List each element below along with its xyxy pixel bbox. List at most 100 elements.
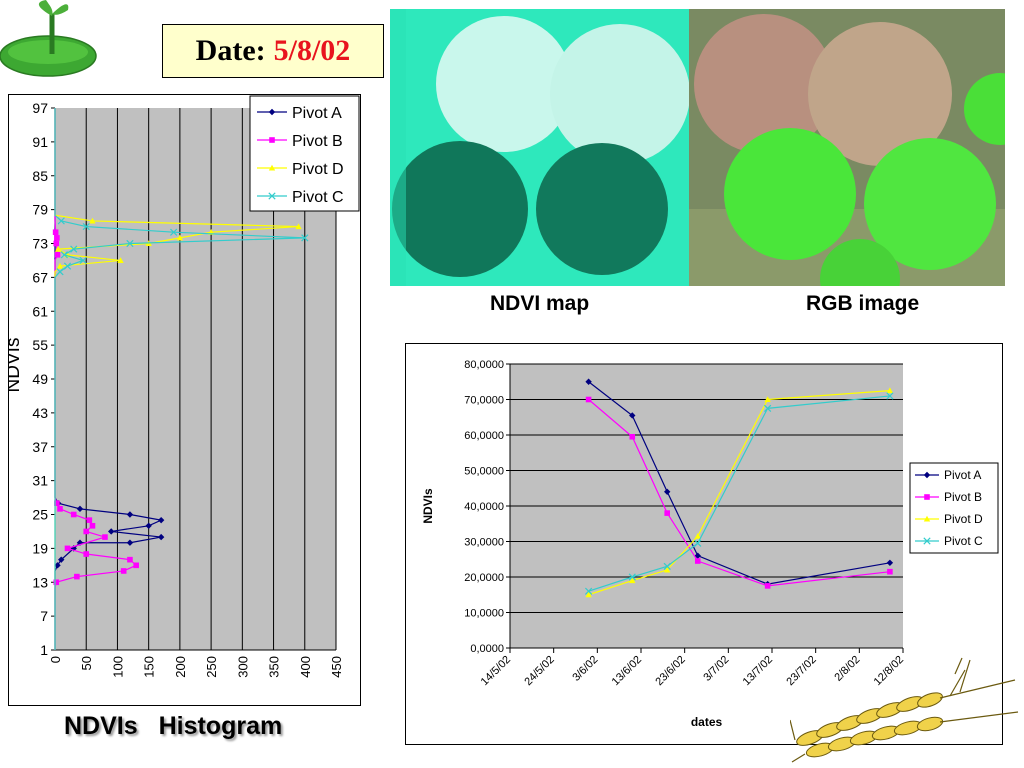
timeseries-legend-marker bbox=[923, 471, 931, 479]
histogram-data-point bbox=[126, 239, 134, 248]
timeseries-data-point bbox=[629, 577, 636, 584]
timeseries-data-point bbox=[694, 539, 702, 547]
histogram-data-point bbox=[83, 551, 90, 557]
histogram-legend-marker bbox=[268, 192, 276, 200]
histogram-x-tick-label: 400 bbox=[298, 656, 313, 678]
timeseries-legend-marker bbox=[923, 537, 931, 545]
histogram-y-tick-label: 19 bbox=[32, 540, 48, 556]
histogram-data-point bbox=[127, 556, 133, 563]
histogram-x-tick-label: 150 bbox=[142, 656, 157, 678]
histogram-y-tick-label: 67 bbox=[32, 269, 48, 285]
histogram-y-tick-label: 37 bbox=[32, 439, 48, 455]
histogram-data-point bbox=[60, 251, 68, 259]
ndvi-map-image bbox=[390, 9, 690, 286]
histogram-x-tick-label: 0 bbox=[48, 656, 63, 663]
timeseries-y-tick-label: 70,0000 bbox=[464, 395, 504, 407]
timeseries-data-point bbox=[694, 532, 701, 539]
date-box: Date: 5/8/02 bbox=[162, 24, 384, 78]
histogram-data-point bbox=[53, 579, 60, 586]
histogram-data-point bbox=[63, 262, 72, 270]
histogram-y-tick-label: 1 bbox=[40, 642, 48, 658]
timeseries-data-point bbox=[584, 587, 593, 595]
timeseries-legend: Pivot A Pivot B Pivot D Pivot C bbox=[909, 462, 999, 554]
histogram-data-point bbox=[54, 245, 62, 252]
histogram-data-point bbox=[89, 522, 96, 529]
histogram-y-tick-label: 49 bbox=[32, 371, 48, 387]
timeseries-data-point bbox=[887, 568, 893, 575]
histogram-data-point bbox=[57, 506, 63, 512]
date-value: 5/8/02 bbox=[273, 34, 351, 67]
timeseries-data-point bbox=[663, 562, 671, 570]
histogram-data-point bbox=[54, 251, 61, 258]
timeseries-y-tick-label: 20,0000 bbox=[464, 572, 504, 584]
ndvi-histogram-chart: 0 50 100 150 200 250 300 350 400 450 1 7 13 19 25 31 37 4… bbox=[8, 94, 361, 706]
histogram-legend-label: Pivot C bbox=[292, 189, 344, 206]
timeseries-legend-label: Pivot D bbox=[944, 512, 983, 526]
histogram-legend-marker bbox=[268, 108, 276, 116]
histogram-x-tick-label: 200 bbox=[173, 656, 188, 678]
timeseries-y-tick-label: 30,0000 bbox=[464, 537, 504, 549]
histogram-legend-label: Pivot A bbox=[292, 105, 342, 122]
histogram-data-point bbox=[56, 262, 64, 269]
timeseries-y-axis-label: NDVIs bbox=[421, 488, 435, 524]
histogram-data-point bbox=[54, 235, 60, 241]
histogram-data-point bbox=[301, 234, 309, 242]
timeseries-data-point bbox=[629, 433, 636, 440]
histogram-data-point bbox=[170, 228, 178, 236]
histogram-data-point bbox=[89, 217, 96, 224]
histogram-data-point bbox=[133, 562, 139, 569]
histogram-y-tick-label: 85 bbox=[32, 168, 48, 184]
histogram-x-tick-label: 100 bbox=[110, 656, 125, 678]
histogram-data-point bbox=[79, 256, 87, 265]
ndvi-timeseries-chart: 0,0000 10,0000 20,0000 30,0000 40,0000 50,000… bbox=[405, 343, 1003, 745]
satellite-images bbox=[390, 9, 1005, 286]
timeseries-y-tick-label: 0,0000 bbox=[470, 643, 504, 655]
histogram-y-tick-label: 31 bbox=[32, 473, 48, 489]
histogram-data-point bbox=[176, 234, 184, 241]
histogram-y-tick-label: 61 bbox=[32, 303, 48, 319]
histogram-data-point bbox=[52, 229, 59, 236]
histogram-legend: Pivot A Pivot B Pivot D Pivot C bbox=[249, 95, 360, 212]
timeseries-legend-label: Pivot A bbox=[944, 468, 981, 482]
timeseries-y-tick-label: 80,0000 bbox=[464, 359, 504, 371]
histogram-data-point bbox=[108, 528, 115, 535]
timeseries-series-line bbox=[588, 381, 891, 585]
histogram-data-point bbox=[54, 500, 60, 507]
timeseries-legend-label: Pivot C bbox=[944, 534, 983, 548]
timeseries-series-line bbox=[588, 395, 890, 592]
histogram-data-point bbox=[120, 568, 127, 574]
timeseries-data-point bbox=[886, 392, 894, 400]
histogram-data-point bbox=[76, 505, 84, 513]
histogram-y-tick-label: 97 bbox=[32, 100, 48, 116]
timeseries-legend-label: Pivot B bbox=[944, 490, 982, 504]
logo-icon bbox=[0, 0, 97, 77]
histogram-data-point bbox=[57, 217, 65, 225]
date-label: Date: bbox=[195, 34, 266, 67]
timeseries-data-point bbox=[628, 573, 636, 581]
histogram-x-tick-label: 450 bbox=[329, 656, 344, 678]
histogram-y-tick-label: 25 bbox=[32, 507, 48, 523]
histogram-data-point bbox=[70, 511, 77, 518]
timeseries-legend-marker bbox=[923, 515, 931, 522]
timeseries-data-point bbox=[585, 591, 592, 598]
rgb-image bbox=[689, 9, 1005, 286]
histogram-data-point bbox=[53, 240, 60, 247]
histogram-data-point bbox=[74, 573, 80, 580]
timeseries-y-tick-label: 50,0000 bbox=[464, 466, 504, 478]
histogram-y-tick-label: 91 bbox=[32, 134, 48, 150]
histogram-data-point bbox=[102, 534, 108, 540]
timeseries-y-tick-label: 60,0000 bbox=[464, 430, 504, 442]
histogram-data-point bbox=[70, 245, 78, 253]
timeseries-data-point bbox=[764, 404, 772, 412]
timeseries-series-line bbox=[588, 390, 890, 596]
histogram-y-tick-label: 13 bbox=[32, 574, 48, 590]
timeseries-series-line bbox=[588, 399, 890, 587]
timeseries-data-point bbox=[886, 387, 894, 394]
histogram-x-tick-label: 300 bbox=[235, 656, 250, 678]
rgb-image-caption: RGB image bbox=[806, 292, 920, 315]
histogram-y-tick-label: 7 bbox=[40, 608, 48, 624]
histogram-data-point bbox=[126, 511, 134, 518]
timeseries-x-axis-label: dates bbox=[691, 715, 723, 729]
histogram-data-point bbox=[295, 223, 302, 230]
histogram-x-tick-label: 50 bbox=[79, 656, 94, 670]
